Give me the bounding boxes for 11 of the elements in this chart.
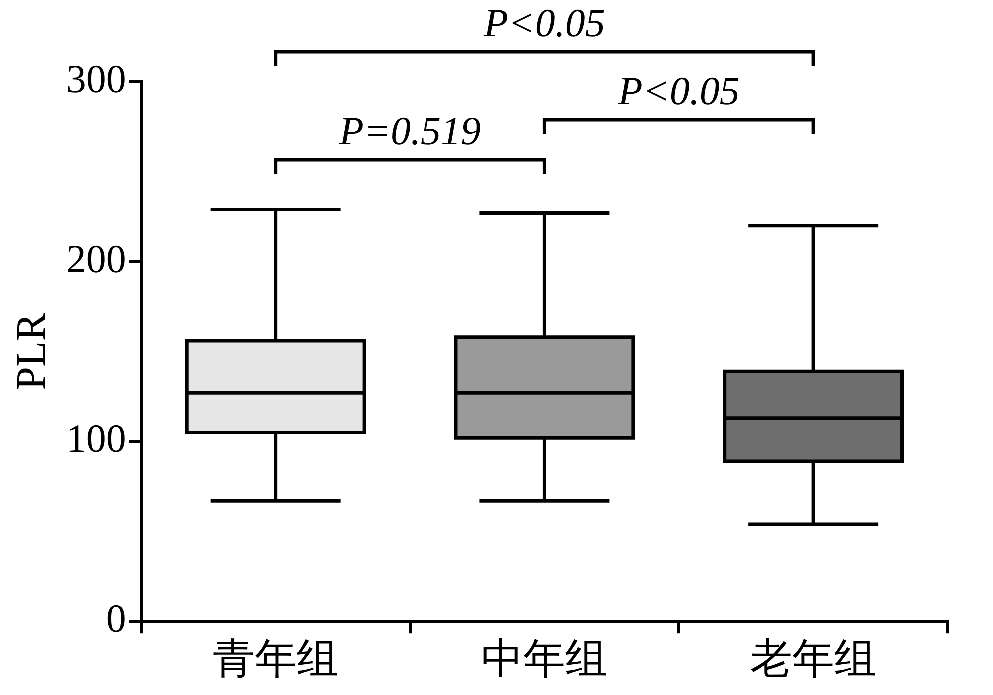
- annotation: P=0.519: [338, 108, 481, 154]
- x-tick-label: 青年组: [212, 636, 339, 683]
- text: P<0.05: [482, 0, 606, 46]
- y-tick-label: 300: [66, 56, 126, 102]
- y-tick-label: 100: [66, 416, 126, 462]
- annotation: P<0.05: [617, 68, 740, 114]
- x-tick-label: 老年组: [750, 636, 877, 683]
- y-tick-label: 0: [106, 596, 126, 642]
- x-tick-label: 中年组: [482, 636, 608, 683]
- y-axis-title: PLR: [9, 313, 56, 390]
- y-tick-label: 200: [66, 236, 126, 282]
